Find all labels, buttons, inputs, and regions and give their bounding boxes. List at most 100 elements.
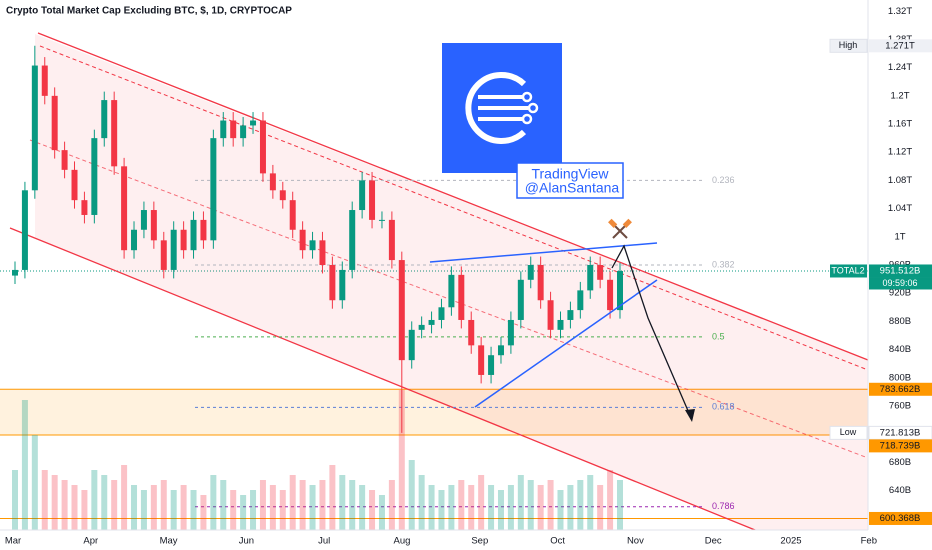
price-tag: Low bbox=[840, 427, 857, 437]
candle-body bbox=[220, 120, 227, 139]
volume-bar bbox=[448, 485, 455, 530]
volume-bar bbox=[289, 475, 296, 530]
volume-bar bbox=[577, 480, 584, 530]
candle-body bbox=[478, 345, 485, 375]
candle-body bbox=[41, 65, 48, 96]
price-zone bbox=[0, 389, 868, 436]
fib-levels: 0.236 0.382 0.5 0.618 0.786 bbox=[195, 175, 735, 511]
x-tick-label: Nov bbox=[627, 536, 644, 547]
price-label: 600.368B bbox=[880, 513, 921, 524]
watermark-text: @AlanSantana bbox=[525, 180, 620, 196]
hammer-icon bbox=[608, 218, 632, 239]
candle-body bbox=[359, 180, 366, 211]
volume-bar bbox=[31, 435, 38, 530]
volume-bar bbox=[259, 480, 266, 530]
y-tick-label: 1T bbox=[894, 231, 905, 242]
volume-bar bbox=[111, 480, 118, 530]
candle-body bbox=[200, 219, 207, 241]
x-tick-label: Feb bbox=[861, 536, 877, 547]
price-label: 951.512B bbox=[880, 265, 921, 276]
volume-bar bbox=[319, 480, 326, 530]
volume-bar bbox=[61, 480, 68, 530]
volume-bar bbox=[329, 465, 336, 530]
volume-bar bbox=[250, 490, 257, 530]
candle-body bbox=[507, 319, 514, 346]
candle-body bbox=[309, 240, 316, 251]
channel-top bbox=[37, 32, 869, 361]
volume-bar bbox=[190, 490, 197, 530]
candle-body bbox=[378, 219, 385, 221]
volume-bar bbox=[349, 480, 356, 530]
chart-title: Crypto Total Market Cap Excluding BTC, $… bbox=[6, 6, 292, 17]
volume-bar bbox=[468, 485, 475, 530]
volume-bar bbox=[418, 475, 425, 530]
price-label: 718.739B bbox=[880, 440, 921, 451]
volume-bar bbox=[140, 490, 147, 530]
x-tick-label: Sep bbox=[471, 536, 488, 547]
volume-bar bbox=[607, 470, 614, 530]
volume-bar bbox=[478, 475, 485, 530]
volume-bar bbox=[101, 475, 108, 530]
candle-body bbox=[587, 265, 594, 291]
volume-bar bbox=[617, 480, 623, 530]
volume-bar bbox=[458, 480, 465, 530]
volume-bar bbox=[81, 490, 88, 530]
candle-body bbox=[517, 279, 524, 320]
candle-body bbox=[230, 120, 237, 139]
volume-bar bbox=[497, 490, 504, 530]
candle-body bbox=[537, 265, 544, 301]
candle-body bbox=[31, 65, 38, 191]
volume-bar bbox=[527, 480, 534, 530]
candle-body bbox=[497, 345, 504, 356]
watermark-box bbox=[516, 162, 624, 199]
candle-body bbox=[51, 95, 58, 151]
price-label: 721.813B bbox=[880, 427, 921, 438]
candle-body bbox=[299, 229, 306, 251]
volume-bar bbox=[587, 475, 594, 530]
candle-body bbox=[388, 219, 395, 261]
candle-body bbox=[418, 324, 425, 330]
arrow-head bbox=[685, 409, 695, 422]
price-label-box bbox=[869, 382, 932, 396]
candle-body bbox=[448, 274, 455, 308]
volume-bar bbox=[398, 390, 405, 530]
price-label-box bbox=[869, 439, 932, 453]
price-label: 1.271T bbox=[885, 40, 915, 51]
candle-body bbox=[269, 173, 276, 191]
candle-body bbox=[21, 190, 28, 270]
watermark-text: TradingView bbox=[531, 166, 609, 182]
candle-body bbox=[438, 307, 445, 320]
volume-bar bbox=[309, 485, 316, 530]
logo bbox=[442, 43, 562, 173]
x-tick-label: Jun bbox=[239, 536, 254, 547]
volume-bar bbox=[359, 485, 366, 530]
volume-bar bbox=[299, 480, 306, 530]
y-tick-label: 1.24T bbox=[888, 62, 912, 73]
price-tag-box bbox=[829, 38, 868, 53]
candle-body bbox=[597, 265, 604, 280]
volume-bar bbox=[388, 480, 395, 530]
x-tick-label: 2025 bbox=[780, 536, 801, 547]
candle-body bbox=[12, 269, 18, 276]
candle-body bbox=[190, 219, 197, 251]
y-tick-label: 1.32T bbox=[888, 6, 912, 17]
candle-body bbox=[180, 229, 187, 251]
candle-body bbox=[210, 138, 217, 241]
candle-body bbox=[289, 200, 296, 230]
candle-body bbox=[250, 120, 257, 126]
candle-body bbox=[240, 125, 247, 139]
candle-body bbox=[111, 100, 118, 167]
volume-bar bbox=[378, 495, 385, 530]
x-tick-label: Apr bbox=[83, 536, 98, 547]
candle-body bbox=[160, 240, 167, 270]
volume-bar bbox=[41, 470, 48, 530]
candle-body bbox=[398, 260, 405, 361]
y-tick-label: 760B bbox=[889, 400, 911, 411]
candle-body bbox=[339, 269, 346, 301]
candle-body bbox=[329, 265, 336, 301]
candle-body bbox=[458, 274, 465, 320]
candle-body bbox=[279, 190, 286, 201]
y-tick-label: 1.12T bbox=[888, 147, 912, 158]
